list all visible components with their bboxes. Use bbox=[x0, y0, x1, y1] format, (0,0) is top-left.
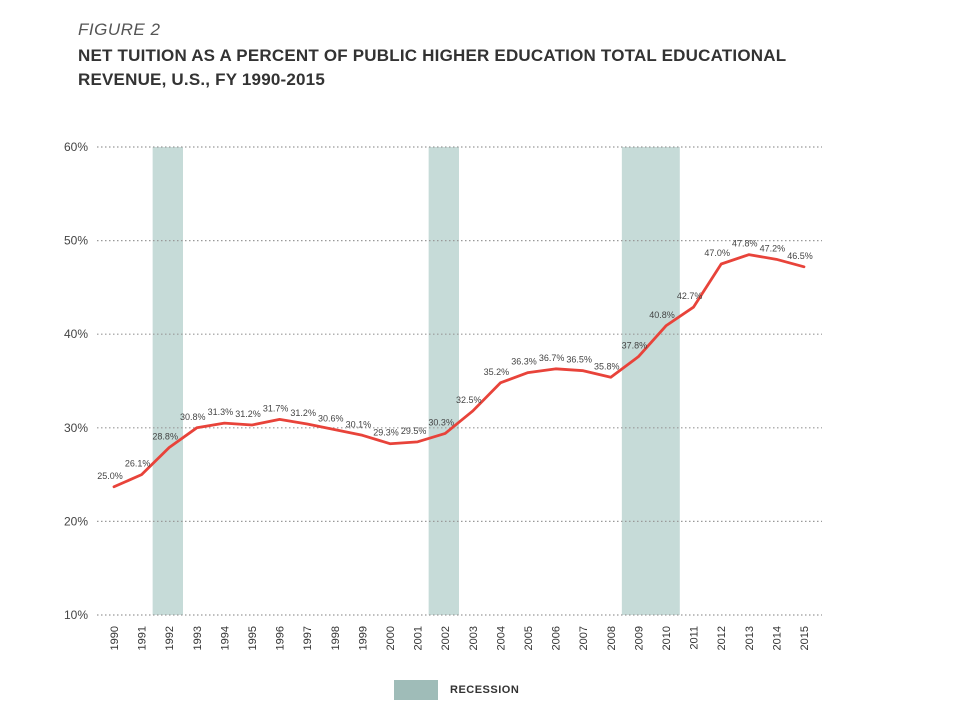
data-label: 30.6% bbox=[318, 414, 344, 424]
recession-band-3 bbox=[621, 147, 680, 615]
x-tick-label: 2001 bbox=[413, 626, 425, 650]
data-label: 25.0% bbox=[97, 471, 123, 481]
data-label: 37.8% bbox=[622, 341, 648, 351]
series-line bbox=[112, 253, 806, 489]
data-label: 40.8% bbox=[649, 310, 675, 320]
x-tick-label: 2012 bbox=[716, 626, 728, 650]
data-label: 42.7% bbox=[677, 291, 703, 301]
data-label: 47.8% bbox=[732, 239, 758, 249]
legend-swatch-recession bbox=[394, 680, 438, 700]
x-tick-label: 2015 bbox=[799, 626, 811, 650]
data-labels: 25.0%26.1%28.8%30.8% 31.3% 31.2%31.7% 31.2%… bbox=[97, 239, 813, 481]
data-label: 35.2% bbox=[484, 367, 510, 377]
x-tick-label: 1992 bbox=[164, 626, 176, 650]
data-label: 26.1% bbox=[125, 459, 151, 469]
data-label: 30.8% bbox=[180, 412, 206, 422]
data-label: 36.7% bbox=[539, 353, 565, 363]
x-tick-label: 2003 bbox=[468, 626, 480, 650]
x-tick-label: 2004 bbox=[495, 626, 507, 650]
y-tick-label: 30% bbox=[64, 421, 88, 435]
data-label: 31.2% bbox=[290, 408, 316, 418]
data-label: 31.7% bbox=[263, 403, 289, 413]
data-label: 46.5% bbox=[787, 251, 813, 261]
x-tick-label: 1995 bbox=[247, 626, 259, 650]
x-tick-label: 2014 bbox=[771, 626, 783, 650]
recession-band-2 bbox=[428, 147, 459, 615]
data-label: 47.0% bbox=[704, 248, 730, 258]
x-tick-label: 1997 bbox=[302, 626, 314, 650]
y-tick-label: 50% bbox=[64, 234, 88, 248]
x-tick-label: 2002 bbox=[440, 626, 452, 650]
data-label: 35.8% bbox=[594, 361, 620, 371]
data-label: 36.3% bbox=[511, 357, 537, 367]
data-label: 32.5% bbox=[456, 395, 482, 405]
y-tick-label: 10% bbox=[64, 608, 88, 622]
x-tick-label: 1994 bbox=[219, 626, 231, 650]
y-axis-ticks: 10% 20% 30% 40% 50% 60% bbox=[64, 140, 88, 622]
y-tick-label: 40% bbox=[64, 327, 88, 341]
chart-title: NET TUITION AS A PERCENT OF PUBLIC HIGHE… bbox=[78, 46, 786, 89]
data-label: 36.5% bbox=[566, 355, 592, 365]
x-tick-label: 2009 bbox=[633, 626, 645, 650]
x-axis-ticks: 1990 1991 1992 1993 1994 1995 1996 1997 1998 1999… bbox=[109, 626, 811, 650]
x-tick-label: 2011 bbox=[689, 626, 701, 650]
x-tick-label: 2006 bbox=[551, 626, 563, 650]
legend-label-recession: RECESSION bbox=[450, 684, 520, 696]
data-label: 31.2% bbox=[235, 409, 261, 419]
x-tick-label: 2010 bbox=[661, 626, 673, 650]
x-tick-label: 1990 bbox=[109, 626, 121, 650]
data-label: 30.1% bbox=[346, 419, 372, 429]
y-tick-label: 20% bbox=[64, 514, 88, 528]
legend: RECESSION bbox=[394, 679, 519, 701]
grid-lines bbox=[97, 146, 822, 616]
x-tick-label: 1999 bbox=[357, 626, 369, 650]
x-tick-label: 1991 bbox=[137, 626, 149, 650]
x-tick-label: 2008 bbox=[606, 626, 618, 650]
data-label: 29.5% bbox=[401, 426, 427, 436]
data-label: 30.3% bbox=[428, 417, 454, 427]
x-tick-label: 2000 bbox=[385, 626, 397, 650]
x-tick-label: 1993 bbox=[192, 626, 204, 650]
data-label: 28.8% bbox=[152, 431, 178, 441]
y-tick-label: 60% bbox=[64, 140, 88, 154]
data-label: 47.2% bbox=[760, 243, 786, 253]
x-tick-label: 1996 bbox=[275, 626, 287, 650]
data-label: 31.3% bbox=[208, 407, 234, 417]
x-tick-label: 2007 bbox=[578, 626, 590, 650]
recession-bands bbox=[152, 147, 680, 615]
x-tick-label: 2005 bbox=[523, 626, 535, 650]
recession-band-1 bbox=[152, 147, 183, 615]
x-tick-label: 1998 bbox=[330, 626, 342, 650]
x-tick-label: 2013 bbox=[744, 626, 756, 650]
data-label: 29.3% bbox=[373, 428, 399, 438]
figure-label: FIGURE 2 bbox=[78, 20, 161, 39]
series-line-path bbox=[112, 253, 806, 489]
